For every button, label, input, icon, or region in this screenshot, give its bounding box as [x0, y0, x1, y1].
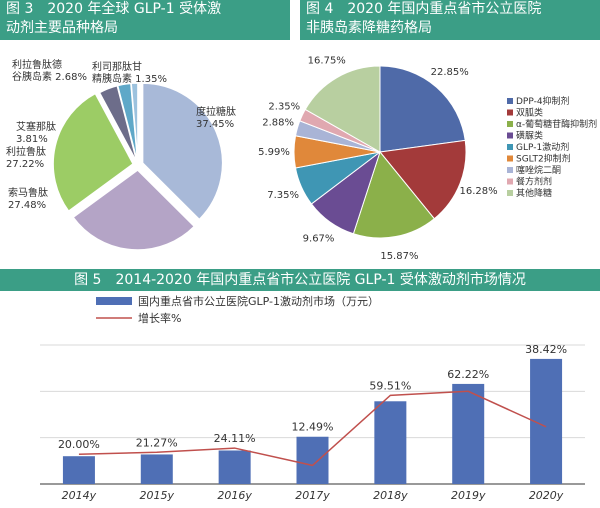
fig3-slice — [141, 82, 224, 221]
fig4-legend-swatch — [507, 155, 513, 162]
fig3-title-line1: 图 3 2020 年全球 GLP-1 受体激 — [6, 1, 222, 17]
fig3-slice-label: 利拉鲁肽德谷胰岛素 2.68% — [12, 58, 87, 83]
fig4-legend-label: GLP-1激动剂 — [516, 141, 569, 153]
fig5-data-label: 20.00% — [58, 438, 100, 451]
fig5-x-tick: 2015y — [140, 489, 175, 502]
fig4-legend-swatch — [507, 132, 513, 139]
fig3-slice — [130, 82, 139, 164]
fig4-value-label: 7.35% — [267, 190, 299, 201]
fig4-title-line2: 非胰岛素降糖药格局 — [306, 20, 432, 36]
fig4-slice — [379, 65, 466, 153]
fig3-slice-label: 艾塞那肽 3.81% — [16, 120, 56, 145]
fig5-x-tick: 2017y — [295, 489, 330, 502]
fig5-bar — [374, 401, 407, 484]
fig4-slice — [304, 65, 381, 153]
fig4-value-label: 22.85% — [431, 67, 469, 78]
fig3-slice-label: 利司那肽甘精胰岛素 1.35% — [92, 60, 167, 85]
fig5-x-tick: 2018y — [373, 489, 408, 502]
fig4-legend-swatch — [507, 109, 513, 116]
fig4-legend-swatch — [507, 190, 513, 196]
fig5-data-label: 12.49% — [292, 421, 334, 434]
fig4-legend-swatch — [507, 167, 513, 173]
fig5-growth-line — [78, 390, 547, 467]
fig4-value-label: 9.67% — [303, 233, 335, 244]
fig5-data-label: 38.42% — [525, 343, 567, 356]
fig5-x-tick: 2016y — [217, 489, 252, 502]
fig4-legend-swatch — [507, 178, 513, 185]
fig4-title-line1: 图 4 2020 年国内重点省市公立医院 — [306, 1, 542, 17]
fig3-title-line2: 动剂主要品种格局 — [6, 20, 118, 36]
fig4-value-label: 16.28% — [460, 186, 498, 197]
fig4-value-label: 16.75% — [308, 55, 346, 66]
fig4-legend-label: SGLT2抑制剂 — [516, 153, 571, 165]
fig5-x-tick: 2019y — [451, 489, 486, 502]
fig4-legend-label: 双胍类 — [516, 107, 543, 119]
fig5-legend-line-label: 增长率% — [138, 311, 181, 325]
fig4-legend-label: DPP-4抑制剂 — [516, 95, 570, 107]
fig5-x-tick: 2020y — [529, 489, 564, 502]
fig3-title: 图 3 2020 年全球 GLP-1 受体激 动剂主要品种格局 — [0, 0, 290, 40]
fig4-slice — [352, 150, 435, 239]
fig5-data-label: 24.11% — [214, 432, 256, 445]
fig5-data-label: 21.27% — [136, 436, 178, 449]
fig4-legend-label: 噻唑烷二酮 — [516, 164, 561, 176]
fig3-slice-label: 索马鲁肽 27.48% — [8, 186, 48, 211]
fig4-value-label: 2.88% — [262, 118, 294, 129]
fig5-bar — [296, 436, 329, 484]
fig4-legend-swatch — [507, 98, 513, 104]
fig4-legend-swatch — [507, 144, 513, 150]
fig3-slice — [72, 169, 196, 251]
fig4-value-label: 2.35% — [268, 101, 300, 112]
fig4-value-label: 5.99% — [258, 147, 290, 158]
fig5-legend-bar-label: 国内重点省市公立医院GLP-1激动剂市场（万元） — [138, 294, 379, 308]
fig5-title: 图 5 2014-2020 年国内重点省市公立医院 GLP-1 受体激动剂市场情… — [0, 269, 600, 291]
fig5-bar — [140, 454, 173, 484]
fig4-value-label: 15.87% — [380, 251, 418, 262]
fig3-slice-label: 度拉糖肽 37.45% — [196, 105, 236, 130]
fig5-bar — [218, 450, 251, 484]
fig4-legend-label: 其他降糖 — [516, 187, 552, 199]
fig5-data-label: 59.51% — [369, 379, 411, 392]
fig4-slice — [379, 139, 467, 220]
fig4-legend-label: 餐方剂剂 — [516, 176, 552, 188]
fig5-data-label: 62.22% — [447, 368, 489, 381]
fig4-title: 图 4 2020 年国内重点省市公立医院 非胰岛素降糖药格局 — [300, 0, 600, 40]
fig5-bar — [452, 383, 485, 484]
fig5-legend-bar-swatch — [96, 297, 132, 305]
fig4-legend-label: 磺脲类 — [516, 130, 543, 142]
fig4-legend-label: α-葡萄糖苷酶抑制剂 — [516, 118, 597, 130]
fig5-bar — [62, 456, 95, 484]
fig5-title-text: 图 5 2014-2020 年国内重点省市公立医院 GLP-1 受体激动剂市场情… — [74, 272, 526, 288]
fig5-x-tick: 2014y — [62, 489, 97, 502]
fig3-slice — [52, 92, 135, 213]
fig3-slice-label: 利拉鲁肽 27.22% — [6, 145, 46, 170]
fig4-legend-swatch — [507, 121, 513, 127]
